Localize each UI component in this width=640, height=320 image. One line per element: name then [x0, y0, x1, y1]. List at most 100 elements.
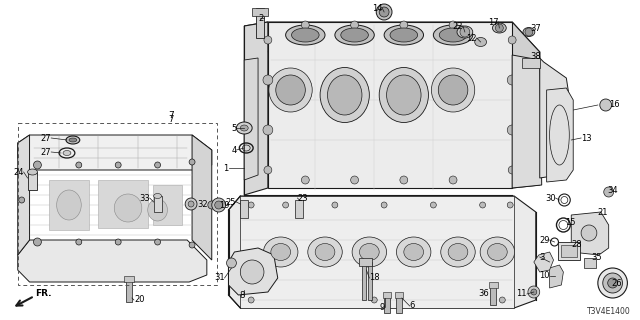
Text: 27: 27: [40, 148, 51, 156]
Bar: [256, 8, 264, 38]
Circle shape: [400, 176, 408, 184]
Polygon shape: [547, 88, 573, 182]
Polygon shape: [18, 135, 212, 170]
Ellipse shape: [285, 25, 325, 45]
Polygon shape: [572, 212, 609, 255]
Bar: [154, 196, 161, 212]
Circle shape: [604, 187, 614, 197]
Ellipse shape: [387, 75, 421, 115]
Circle shape: [155, 239, 161, 245]
Bar: [252, 8, 268, 16]
Ellipse shape: [488, 244, 508, 260]
Ellipse shape: [441, 237, 476, 267]
Text: 32: 32: [197, 199, 207, 209]
Bar: [395, 292, 403, 298]
Ellipse shape: [28, 169, 37, 175]
Text: 38: 38: [530, 52, 541, 60]
Circle shape: [212, 198, 225, 212]
Circle shape: [431, 202, 436, 208]
Ellipse shape: [335, 25, 374, 45]
Text: 14: 14: [372, 4, 382, 12]
Text: 9: 9: [380, 302, 385, 311]
Text: 21: 21: [598, 207, 609, 217]
Polygon shape: [99, 180, 148, 228]
Circle shape: [431, 68, 475, 112]
Text: 31: 31: [214, 274, 225, 283]
Text: 6: 6: [410, 301, 415, 310]
Bar: [362, 262, 366, 300]
Circle shape: [508, 166, 516, 174]
Text: 37: 37: [530, 23, 541, 33]
Circle shape: [531, 289, 537, 295]
Circle shape: [276, 75, 305, 105]
Circle shape: [283, 202, 289, 208]
Ellipse shape: [457, 26, 473, 38]
Bar: [369, 262, 372, 300]
Text: 10: 10: [539, 271, 550, 281]
Ellipse shape: [390, 28, 418, 42]
Circle shape: [581, 225, 597, 241]
Circle shape: [351, 21, 358, 29]
Text: 4: 4: [231, 146, 236, 155]
Bar: [126, 280, 132, 302]
Text: 5: 5: [231, 124, 236, 132]
Circle shape: [76, 239, 82, 245]
Polygon shape: [228, 248, 278, 295]
Circle shape: [508, 202, 513, 208]
Circle shape: [351, 176, 358, 184]
Ellipse shape: [236, 122, 252, 134]
Text: 22: 22: [452, 21, 463, 30]
Bar: [124, 276, 134, 282]
Bar: [384, 295, 390, 313]
Bar: [559, 242, 580, 260]
Circle shape: [19, 197, 24, 203]
Text: 27: 27: [40, 133, 51, 142]
Polygon shape: [49, 180, 89, 230]
Text: 17: 17: [488, 18, 499, 27]
Circle shape: [263, 75, 273, 85]
Circle shape: [248, 202, 254, 208]
Ellipse shape: [352, 237, 387, 267]
Circle shape: [208, 201, 216, 209]
Circle shape: [449, 21, 457, 29]
Ellipse shape: [63, 150, 71, 156]
Ellipse shape: [69, 138, 77, 142]
Polygon shape: [550, 265, 563, 288]
Text: 8: 8: [239, 291, 244, 300]
Ellipse shape: [384, 25, 424, 45]
Circle shape: [241, 260, 264, 284]
Circle shape: [227, 258, 236, 268]
Ellipse shape: [379, 68, 428, 123]
Ellipse shape: [603, 273, 623, 293]
Ellipse shape: [523, 28, 535, 36]
Ellipse shape: [115, 194, 142, 222]
Bar: [296, 200, 303, 218]
Polygon shape: [228, 196, 536, 308]
Ellipse shape: [292, 28, 319, 42]
Text: 26: 26: [611, 278, 622, 287]
Text: 30: 30: [545, 194, 556, 203]
Circle shape: [600, 99, 612, 111]
Text: 20: 20: [134, 295, 145, 305]
Ellipse shape: [475, 37, 486, 46]
Circle shape: [460, 27, 470, 37]
Circle shape: [189, 159, 195, 165]
Text: 13: 13: [581, 133, 592, 142]
Circle shape: [214, 201, 223, 209]
Polygon shape: [244, 22, 268, 195]
Circle shape: [248, 297, 254, 303]
Text: 19: 19: [219, 201, 229, 210]
Bar: [28, 172, 37, 190]
Text: 1: 1: [223, 164, 228, 172]
Circle shape: [379, 7, 389, 17]
Ellipse shape: [340, 28, 369, 42]
Text: 18: 18: [369, 274, 380, 283]
Ellipse shape: [439, 28, 467, 42]
Text: 36: 36: [479, 290, 490, 299]
Bar: [488, 282, 499, 288]
Text: 7: 7: [168, 111, 174, 120]
Bar: [18, 123, 217, 285]
Circle shape: [33, 161, 42, 169]
Ellipse shape: [320, 68, 369, 123]
Circle shape: [495, 24, 503, 32]
